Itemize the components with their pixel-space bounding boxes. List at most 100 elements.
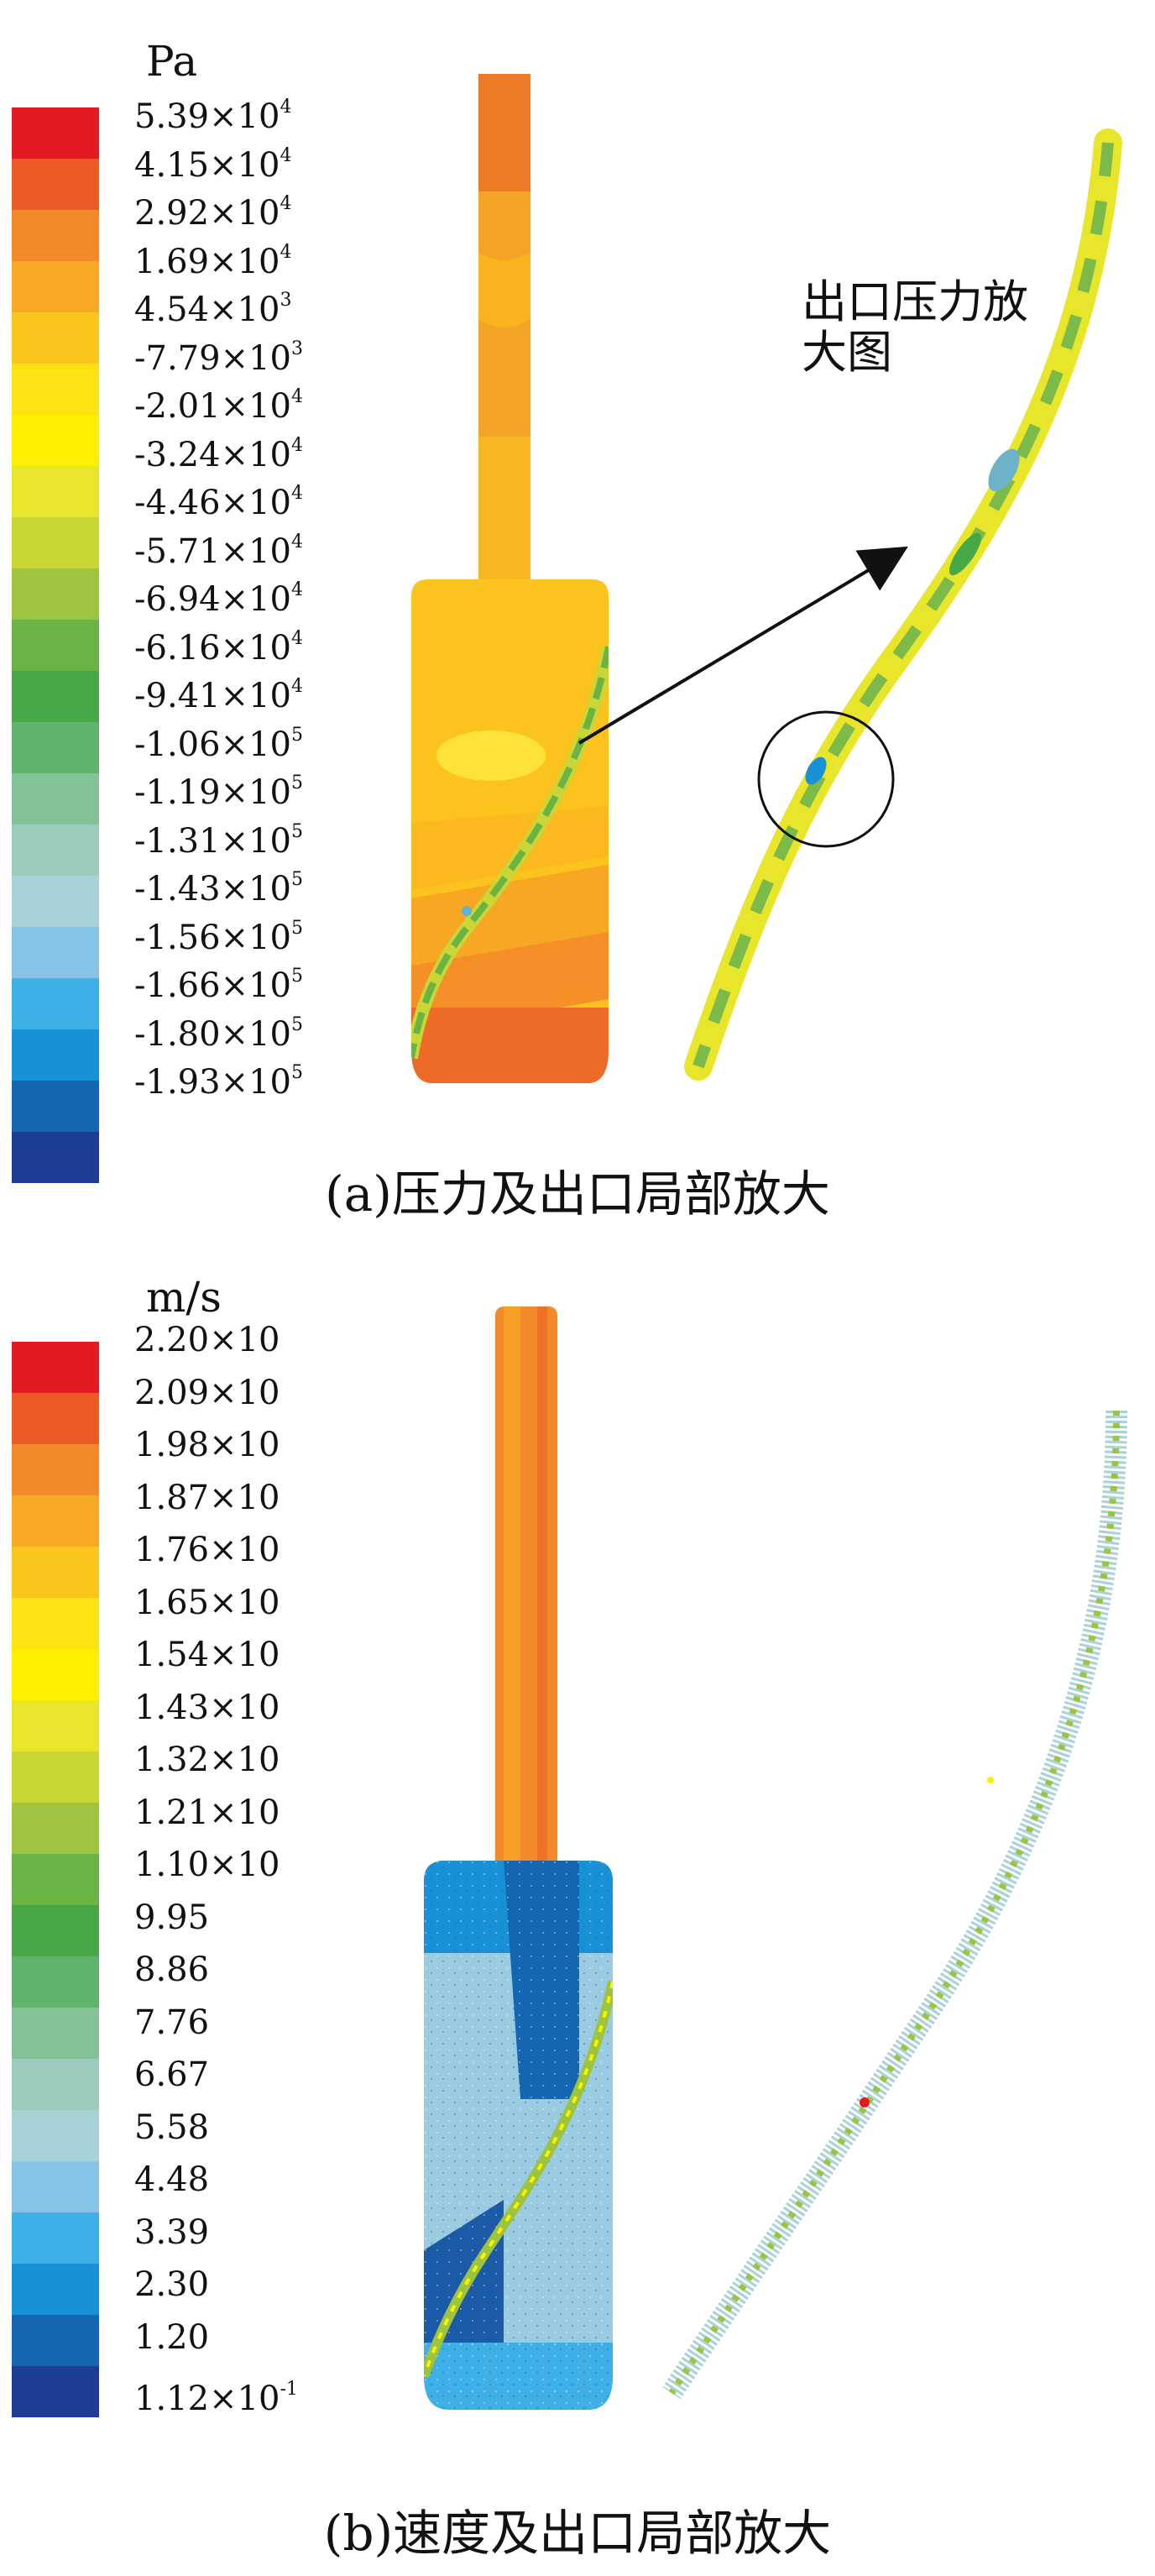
velocity-swatch xyxy=(12,2008,99,2059)
velocity-vector-view xyxy=(424,1306,1127,2410)
pressure-swatch xyxy=(12,107,99,159)
pressure-swatch xyxy=(12,1081,99,1132)
pressure-tick-label: 1.69×104 xyxy=(134,241,292,281)
velocity-tick-label: 1.32×10 xyxy=(134,1741,280,1779)
pressure-tick-label: -1.93×105 xyxy=(134,1062,303,1102)
pressure-outlet-zoom xyxy=(684,128,1122,1081)
velocity-tick-label: 2.20×10 xyxy=(134,1321,280,1359)
velocity-tick-label: 9.95 xyxy=(134,1898,210,1937)
pressure-panel: Pa 5.39×104 4.15×104 2.92×104 1.69×104 4.54×… xyxy=(0,0,1155,1243)
velocity-outlet-zoom xyxy=(662,1410,1127,2400)
pressure-swatch xyxy=(12,261,99,312)
velocity-tick-label: 1.43×10 xyxy=(134,1688,280,1727)
pressure-tick-label: -1.19×105 xyxy=(134,772,303,812)
pressure-swatch xyxy=(12,1132,99,1183)
pressure-swatch xyxy=(12,466,99,517)
velocity-tick-label: 1.87×10 xyxy=(134,1478,280,1517)
velocity-tick-label: 5.58 xyxy=(134,2107,210,2147)
pressure-swatch xyxy=(12,364,99,415)
pressure-unit: Pa xyxy=(146,37,198,86)
velocity-tick-label: 6.67 xyxy=(134,2055,210,2094)
velocity-swatch xyxy=(12,1751,99,1803)
velocity-tick-label: 1.21×10 xyxy=(134,1793,280,1832)
pressure-swatch xyxy=(12,620,99,671)
pressure-chamber xyxy=(411,579,609,1083)
pressure-tick-label: -7.79×103 xyxy=(134,338,303,378)
pressure-shaft xyxy=(478,74,530,596)
velocity-swatch xyxy=(12,2110,99,2161)
velocity-swatch xyxy=(12,2366,99,2417)
velocity-tick-label: 1.65×10 xyxy=(134,1583,280,1622)
pressure-tick-label: -6.94×104 xyxy=(134,579,303,619)
pressure-swatch xyxy=(12,773,99,825)
pressure-tick-label: -1.66×105 xyxy=(134,966,303,1005)
zoom-circle xyxy=(757,710,895,848)
pressure-tick-label: -1.31×105 xyxy=(134,820,303,861)
pressure-swatch xyxy=(12,159,99,210)
velocity-tick-label: 1.20 xyxy=(134,2317,210,2357)
pressure-tick-label: -5.71×104 xyxy=(134,531,303,571)
pressure-tick-label: 4.15×104 xyxy=(134,144,292,185)
pressure-tick-label: 4.54×103 xyxy=(134,290,292,329)
pressure-tick-label: -1.56×105 xyxy=(134,917,303,957)
velocity-swatch xyxy=(12,1700,99,1751)
velocity-swatch xyxy=(12,2212,99,2264)
pressure-swatch xyxy=(12,722,99,773)
velocity-tick-label: 3.39 xyxy=(134,2212,210,2252)
velocity-swatch xyxy=(12,1905,99,1956)
velocity-swatch xyxy=(12,1803,99,1854)
pressure-swatch xyxy=(12,415,99,466)
pressure-tick-label: -6.16×104 xyxy=(134,627,303,668)
velocity-swatch xyxy=(12,1956,99,2008)
velocity-swatch xyxy=(12,1393,99,1444)
pressure-tick-label: -1.43×105 xyxy=(134,869,303,908)
velocity-swatch xyxy=(12,1854,99,1905)
velocity-tick-label: 1.12×10-1 xyxy=(134,2379,298,2418)
velocity-tick-label: 8.86 xyxy=(134,1950,210,1989)
pressure-colorbar xyxy=(12,107,99,1183)
velocity-swatch xyxy=(12,2315,99,2366)
velocity-tick-label: 4.48 xyxy=(134,2160,210,2199)
velocity-tick-label: 1.54×10 xyxy=(134,1636,280,1674)
pressure-tick-label: -1.80×105 xyxy=(134,1013,303,1054)
pressure-swatch xyxy=(12,927,99,978)
velocity-swatch xyxy=(12,1342,99,1393)
velocity-swatch xyxy=(12,2264,99,2315)
velocity-shaft xyxy=(495,1306,557,1869)
pressure-swatch xyxy=(12,1029,99,1081)
pressure-swatch xyxy=(12,210,99,261)
pressure-tick-label: 5.39×104 xyxy=(134,97,292,136)
velocity-swatch xyxy=(12,2161,99,2212)
pressure-tick-label: 2.92×104 xyxy=(134,193,292,233)
velocity-swatch xyxy=(12,1547,99,1598)
velocity-caption: (b)速度及出口局部放大 xyxy=(323,2505,832,2562)
velocity-unit: m/s xyxy=(146,1273,222,1322)
pressure-tick-label: -4.46×104 xyxy=(134,483,303,522)
pressure-tick-label: -9.41×104 xyxy=(134,676,303,715)
pressure-tick-label: -3.24×104 xyxy=(134,434,303,474)
velocity-chamber xyxy=(424,1861,613,2410)
velocity-tick-label: 2.09×10 xyxy=(134,1373,280,1412)
velocity-panel: m/s 2.20×10 2.09×10 1.98×10 1.87×10 1.76×10 1… xyxy=(0,1259,1155,2576)
velocity-swatch xyxy=(12,1444,99,1495)
pressure-swatch xyxy=(12,978,99,1029)
pressure-tick-label: -1.06×105 xyxy=(134,724,303,764)
velocity-colorbar xyxy=(12,1342,99,2417)
velocity-swatch xyxy=(12,1598,99,1649)
pressure-swatch xyxy=(12,825,99,876)
pressure-swatch xyxy=(12,671,99,722)
pressure-caption: (a)压力及出口局部放大 xyxy=(325,1165,830,1223)
velocity-swatch xyxy=(12,1649,99,1700)
velocity-tick-label: 1.76×10 xyxy=(134,1531,280,1569)
velocity-tick-label: 2.30 xyxy=(134,2265,210,2304)
pressure-swatch xyxy=(12,517,99,568)
pressure-contour-view xyxy=(411,74,1122,1083)
zoom-arrow xyxy=(578,546,908,745)
pressure-tick-label: -2.01×104 xyxy=(134,386,303,426)
outlet-pressure-note: 出口压力放大图 xyxy=(802,275,1028,379)
velocity-tick-label: 7.76 xyxy=(134,2003,210,2042)
velocity-tick-label: 1.10×10 xyxy=(134,1846,280,1884)
pressure-swatch xyxy=(12,876,99,927)
pressure-swatch xyxy=(12,312,99,364)
velocity-swatch xyxy=(12,2059,99,2110)
